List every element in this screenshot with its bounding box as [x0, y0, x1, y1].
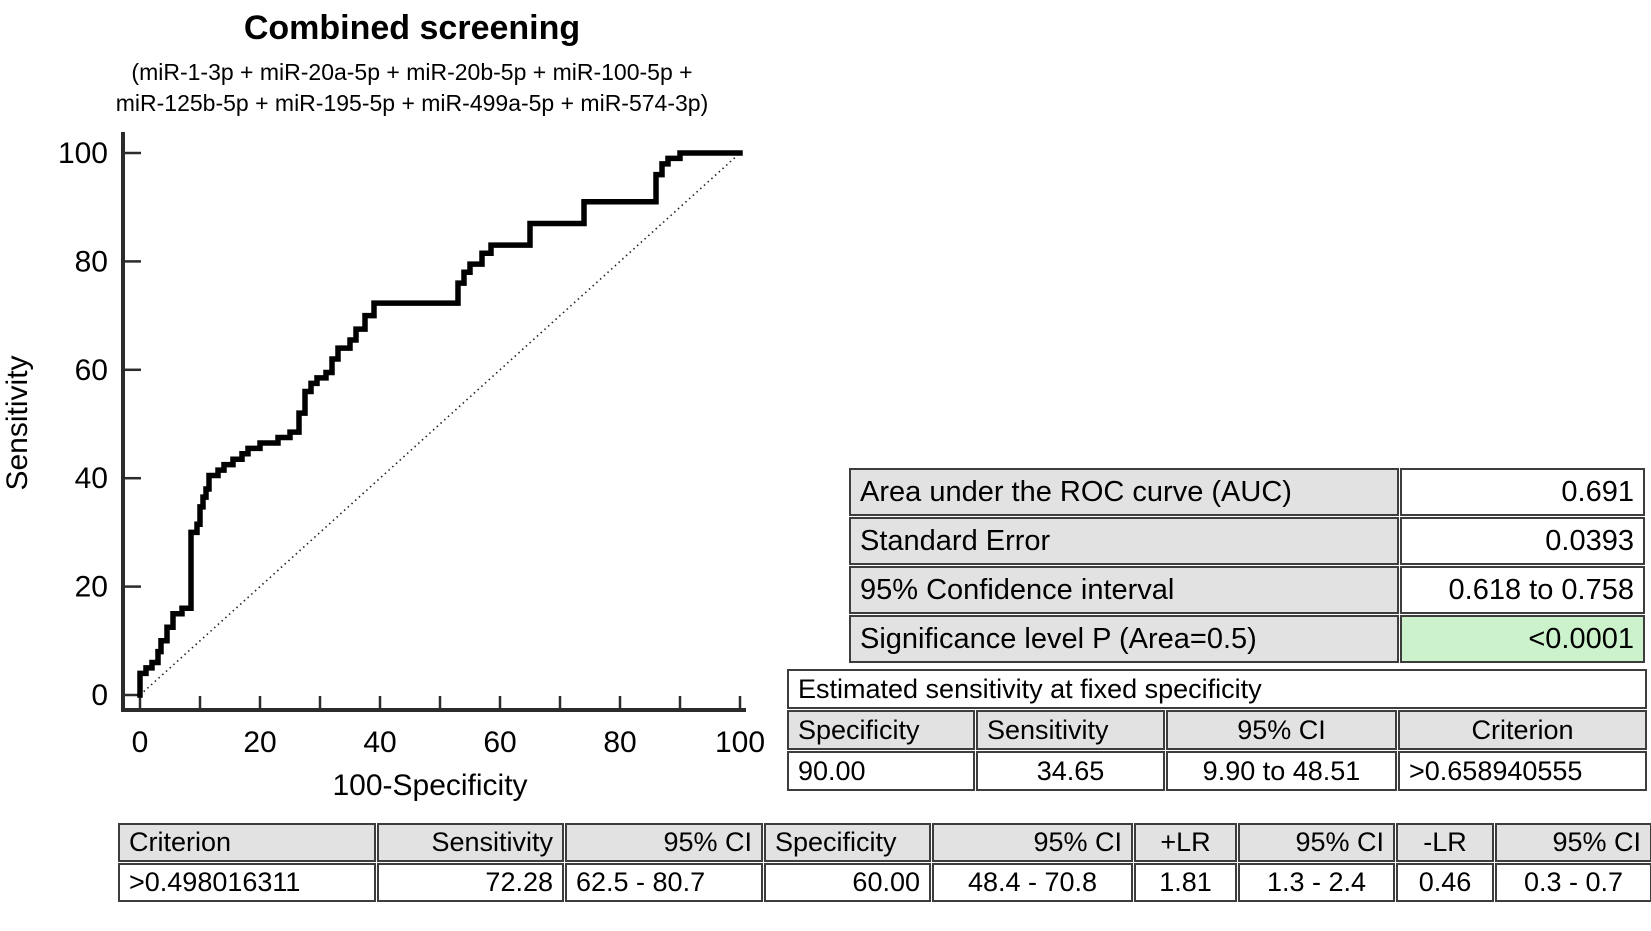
confidence-interval-value: 0.618 to 0.758: [1400, 566, 1645, 614]
chart-subtitle-line-2: miR-125b-5p + miR-195-5p + miR-499a-5p +…: [115, 90, 709, 117]
y-axis-title: Sensitivity: [1, 355, 34, 490]
col-header-sensitivity: Sensitivity: [976, 710, 1165, 750]
table-row: Estimated sensitivity at fixed specifici…: [787, 669, 1648, 709]
plus-lr-value: 1.81: [1134, 863, 1237, 902]
col-header-spec-ci: 95% CI: [932, 823, 1133, 862]
col-header-ci: 95% CI: [1166, 710, 1397, 750]
col-header-specificity: Specificity: [764, 823, 931, 862]
col-header-plus-lr-ci: 95% CI: [1238, 823, 1395, 862]
y-tick-label: 0: [91, 679, 108, 712]
auc-stats-table: Area under the ROC curve (AUC) 0.691 Sta…: [848, 467, 1646, 664]
col-header-plus-lr: +LR: [1134, 823, 1237, 862]
x-tick-label: 40: [363, 726, 396, 759]
y-tick-label: 80: [75, 245, 108, 278]
table-header-row: Specificity Sensitivity 95% CI Criterion: [787, 710, 1648, 750]
table-row: 90.00 34.65 9.90 to 48.51 >0.658940555: [787, 751, 1648, 791]
fixed-spec-criterion: >0.658940555: [1398, 751, 1648, 791]
y-tick-label: 100: [58, 137, 108, 170]
table-row: >0.498016311 72.28 62.5 - 80.7 60.00 48.…: [118, 863, 1651, 902]
col-header-criterion: Criterion: [118, 823, 376, 862]
col-header-minus-lr: -LR: [1396, 823, 1494, 862]
x-tick-label: 80: [603, 726, 636, 759]
chart-subtitle-line-1: (miR-1-3p + miR-20a-5p + miR-20b-5p + mi…: [131, 59, 693, 86]
x-axis-title: 100-Specificity: [332, 769, 527, 802]
significance-label: Significance level P (Area=0.5): [849, 615, 1399, 663]
specificity-value: 60.00: [764, 863, 931, 902]
col-header-minus-lr-ci: 95% CI: [1495, 823, 1651, 862]
auc-label: Area under the ROC curve (AUC): [849, 468, 1399, 516]
x-tick-label: 100: [715, 726, 765, 759]
sensitivity-value: 72.28: [377, 863, 564, 902]
standard-error-value: 0.0393: [1400, 517, 1645, 565]
x-tick-label: 0: [132, 726, 149, 759]
fixed-spec-specificity: 90.00: [787, 751, 975, 791]
y-tick-label: 20: [75, 571, 108, 604]
roc-plot: 0 20 40 60 80 100 0 20 40 60 80 100 100-Specificity S…: [1, 132, 765, 802]
y-tick-label: 60: [75, 354, 108, 387]
confidence-interval-label: 95% Confidence interval: [849, 566, 1399, 614]
table-row: Area under the ROC curve (AUC) 0.691: [849, 468, 1645, 516]
x-tick-label: 60: [483, 726, 516, 759]
roc-curve: [137, 150, 743, 698]
reference-diagonal-line: [139, 152, 741, 696]
fixed-spec-title: Estimated sensitivity at fixed specifici…: [787, 669, 1648, 709]
col-header-specificity: Specificity: [787, 710, 975, 750]
x-tick-label: 20: [243, 726, 276, 759]
table-row: Standard Error 0.0393: [849, 517, 1645, 565]
significance-value: <0.0001: [1400, 615, 1645, 663]
table-header-row: Criterion Sensitivity 95% CI Specificity…: [118, 823, 1651, 862]
y-tick-label: 40: [75, 462, 108, 495]
chart-title-block: Combined screening (miR-1-3p + miR-20a-5…: [12, 9, 812, 119]
specificity-ci-value: 48.4 - 70.8: [932, 863, 1133, 902]
minus-lr-value: 0.46: [1396, 863, 1494, 902]
chart-title: Combined screening: [243, 9, 581, 47]
fixed-spec-sensitivity: 34.65: [976, 751, 1165, 791]
table-row: 95% Confidence interval 0.618 to 0.758: [849, 566, 1645, 614]
table-row: Significance level P (Area=0.5) <0.0001: [849, 615, 1645, 663]
plus-lr-ci-value: 1.3 - 2.4: [1238, 863, 1395, 902]
minus-lr-ci-value: 0.3 - 0.7: [1495, 863, 1651, 902]
auc-value: 0.691: [1400, 468, 1645, 516]
col-header-sens-ci: 95% CI: [565, 823, 763, 862]
fixed-spec-ci: 9.90 to 48.51: [1166, 751, 1397, 791]
criterion-summary-table: Criterion Sensitivity 95% CI Specificity…: [117, 822, 1651, 903]
col-header-sensitivity: Sensitivity: [377, 823, 564, 862]
sensitivity-ci-value: 62.5 - 80.7: [565, 863, 763, 902]
standard-error-label: Standard Error: [849, 517, 1399, 565]
criterion-value: >0.498016311: [118, 863, 376, 902]
fixed-specificity-table: Estimated sensitivity at fixed specifici…: [786, 668, 1649, 792]
col-header-criterion: Criterion: [1398, 710, 1648, 750]
